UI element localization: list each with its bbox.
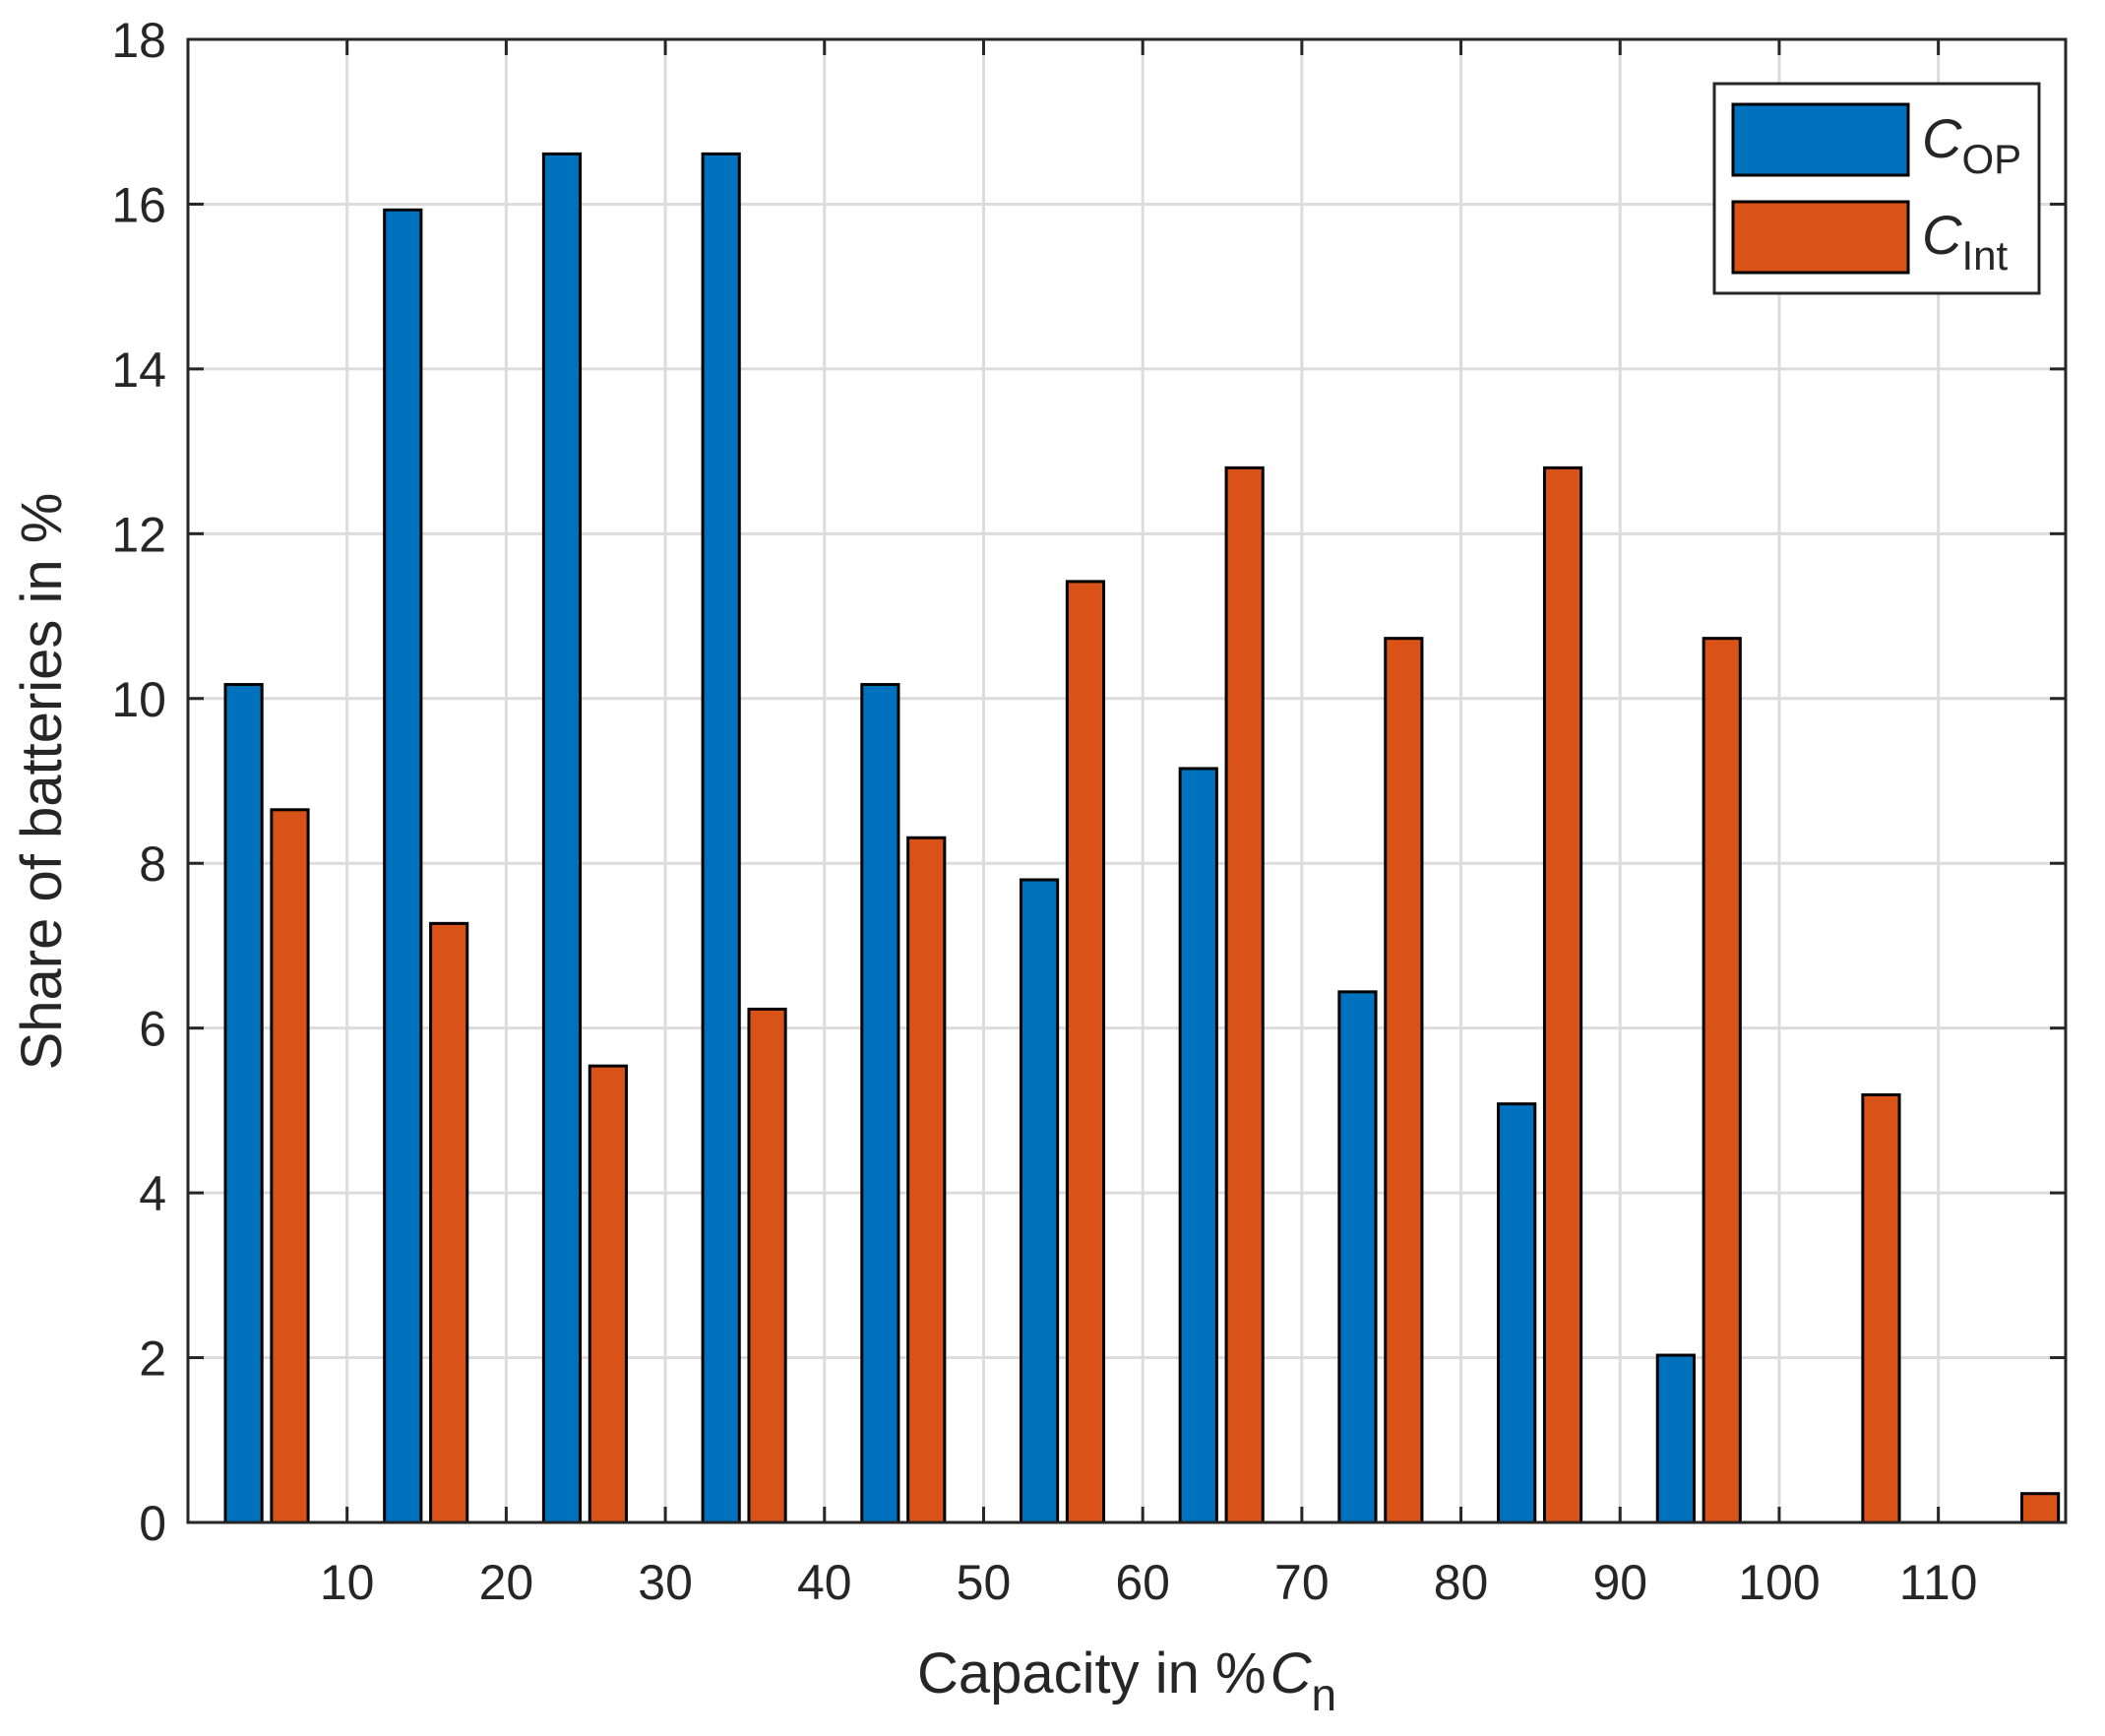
bar-op: [383, 208, 423, 1524]
bar-int: [429, 921, 469, 1524]
x-axis-title-subscript: n: [1311, 1669, 1336, 1720]
plot-frame: [186, 37, 2068, 1524]
legend-label-op: COP: [1922, 107, 2021, 182]
y-tick-label: 0: [139, 1496, 166, 1551]
y-tick-label: 8: [139, 837, 166, 892]
bar-int: [906, 836, 947, 1524]
x-axis-title-text: Capacity in %: [917, 1642, 1267, 1705]
x-axis-title: Capacity in %Cn: [917, 1642, 1336, 1720]
bar-int: [2020, 1492, 2061, 1524]
y-tick-label: 6: [139, 1002, 166, 1057]
x-tick-label: 30: [638, 1555, 693, 1610]
y-tick-label: 2: [139, 1332, 166, 1387]
bars-group: [223, 152, 2061, 1524]
bar-int: [747, 1007, 787, 1524]
y-tick-label: 16: [111, 177, 166, 232]
bar-int: [1542, 465, 1583, 1524]
x-tick-label: 60: [1115, 1555, 1170, 1610]
x-tick-label: 110: [1899, 1555, 1978, 1610]
x-tick-label: 70: [1274, 1555, 1330, 1610]
bar-int: [588, 1064, 628, 1524]
axis-ticks: 0 2 4 6 8 10 12 14 16 18 10 20 30 40 50 60 70 80 90 100 110: [111, 13, 2066, 1610]
x-tick-label: 90: [1592, 1555, 1647, 1610]
x-axis-title-symbol: C: [1270, 1642, 1313, 1705]
y-tick-label: 12: [111, 507, 166, 562]
x-tick-label: 50: [957, 1555, 1012, 1610]
bar-op: [1019, 878, 1060, 1524]
legend: COP CInt: [1712, 82, 2041, 295]
legend-label-op-symbol: C: [1922, 107, 1962, 169]
bar-int: [1065, 580, 1106, 1524]
bar-int: [270, 808, 310, 1524]
bar-int: [1861, 1092, 1901, 1524]
bar-int: [1224, 465, 1265, 1524]
bar-op: [1178, 767, 1218, 1524]
legend-label-int: CInt: [1922, 204, 2008, 279]
bar-op: [1655, 1353, 1696, 1524]
bar-op: [541, 152, 583, 1524]
bar-op: [1337, 990, 1378, 1524]
bar-int: [1384, 637, 1424, 1524]
y-tick-label: 10: [111, 672, 166, 727]
legend-swatch-op: [1731, 102, 1910, 177]
bar-op: [860, 683, 900, 1524]
bar-int: [1702, 637, 1742, 1524]
legend-swatch-int: [1731, 200, 1910, 275]
x-tick-label: 100: [1738, 1555, 1820, 1610]
x-tick-label: 80: [1434, 1555, 1489, 1610]
bar-op: [1497, 1102, 1537, 1524]
x-tick-label: 10: [320, 1555, 375, 1610]
legend-label-int-symbol: C: [1922, 204, 1962, 266]
x-tick-label: 40: [797, 1555, 852, 1610]
y-tick-label: 4: [139, 1166, 166, 1221]
y-axis-title: Share of batteries in %: [10, 493, 74, 1071]
bar-op: [223, 683, 264, 1524]
legend-label-op-subscript: OP: [1961, 136, 2021, 182]
x-tick-label: 20: [479, 1555, 534, 1610]
y-tick-label: 18: [111, 13, 166, 68]
bar-op: [701, 152, 741, 1524]
legend-label-int-subscript: Int: [1961, 232, 2008, 279]
y-tick-label: 14: [111, 342, 166, 398]
